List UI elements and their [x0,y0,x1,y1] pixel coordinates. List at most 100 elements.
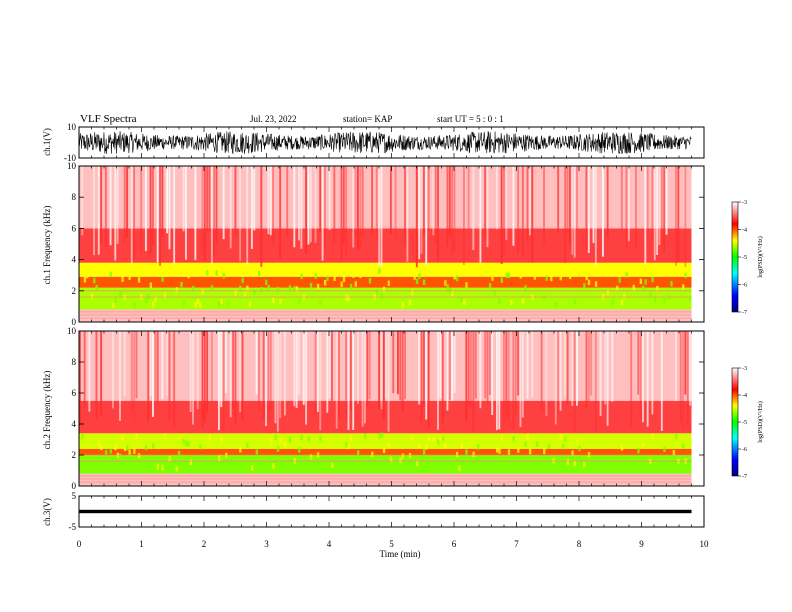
spectral-speckle [477,444,480,450]
spectral-speckle [684,272,687,279]
spectral-speckle [163,433,167,439]
spectral-speckle [524,441,527,448]
spectral-streak [309,166,312,243]
spectral-speckle [319,435,322,442]
spectral-streak [130,331,133,414]
spectral-streak [345,166,348,256]
spectral-streak [213,166,216,257]
spectral-band [79,166,692,229]
spectral-streak [161,331,164,399]
spectral-streak [484,331,487,399]
spectral-streak [415,166,418,268]
spectral-speckle [422,449,426,455]
spectral-streak [528,166,531,236]
spectral-streak [679,331,682,423]
spectral-speckle [213,462,216,468]
spectral-streak [498,331,501,430]
spectral-streak [154,331,157,403]
y-tick-label: 6 [72,388,77,398]
spectral-speckle [458,465,461,472]
spectral-streak [653,166,656,261]
spectral-streak [566,331,569,405]
spectral-speckle [444,280,447,286]
spectral-streak [185,166,187,260]
spectral-streak [503,166,505,255]
spectral-streak [133,166,136,260]
spectral-streak [601,166,604,257]
spectral-speckle [495,447,499,453]
spectral-streak [147,331,150,423]
spectral-speckle [276,286,280,293]
spectral-streak [161,166,164,238]
spectral-streak [451,331,454,401]
spectral-speckle [177,451,181,457]
spectral-speckle [356,450,360,456]
spectral-speckle [465,282,468,288]
colorbar-tick-label: -3 [742,200,747,206]
spectral-streak [206,331,209,413]
spectral-streak [627,166,630,242]
spectral-speckle [460,297,463,303]
spectral-streak [279,166,282,259]
spectral-streak [201,166,204,254]
spectral-speckle [298,447,301,453]
spectral-speckle [382,447,386,453]
spectral-streak [333,166,336,242]
spectral-streak [503,331,505,425]
time-xlabel: Time (min) [380,549,421,559]
spectral-streak [689,331,692,406]
spectral-speckle [526,434,529,440]
y-tick-label: 8 [72,357,77,367]
spectral-streak [576,331,578,406]
spectral-speckle [606,289,610,296]
spectral-streak [239,166,242,261]
spectral-speckle [309,282,313,289]
spectral-streak [293,166,296,248]
spectral-speckle [642,285,645,291]
spectral-speckle [225,452,228,459]
spectral-speckle [380,293,383,300]
spectral-streak [168,331,171,422]
spectral-streak [97,166,100,255]
spectral-streak [149,166,152,254]
spectral-speckle [326,275,329,281]
spectral-speckle [444,443,447,449]
spectral-speckle [455,451,459,458]
spectral-streak [630,331,633,430]
spectral-streak [378,166,381,266]
spectral-streak [531,331,534,398]
colorbar-gradient [731,201,739,313]
y-tick-label: 10 [67,326,77,336]
spectral-speckle [246,442,249,448]
spectral-speckle [675,433,678,440]
spectral-streak [368,331,371,400]
spectral-streak [194,166,197,261]
spectral-streak [573,166,576,258]
spectral-speckle [604,461,607,467]
spectral-speckle [672,450,676,456]
spectral-streak [401,331,404,412]
spectral-streak [380,166,383,267]
spectral-streak [479,166,482,263]
spectral-speckle [170,466,174,472]
spectral-streak [203,166,206,262]
spectral-speckle [437,439,440,445]
spectral-speckle [470,460,473,466]
spectral-streak [215,166,218,244]
spectral-streak [625,166,628,248]
spectral-speckle [305,268,308,275]
spectral-streak [340,166,343,261]
spectral-speckle [93,277,96,284]
spectral-speckle [152,443,155,449]
spectral-streak [557,331,560,415]
spectral-streak [637,331,640,395]
spectral-streak [439,331,442,399]
spectral-speckle [446,284,449,290]
spectral-streak [663,166,666,254]
spectral-streak [331,331,333,402]
spectral-speckle [107,461,110,468]
spectral-speckle [460,443,463,449]
spectral-speckle [536,441,539,447]
spectral-streak [286,166,289,236]
